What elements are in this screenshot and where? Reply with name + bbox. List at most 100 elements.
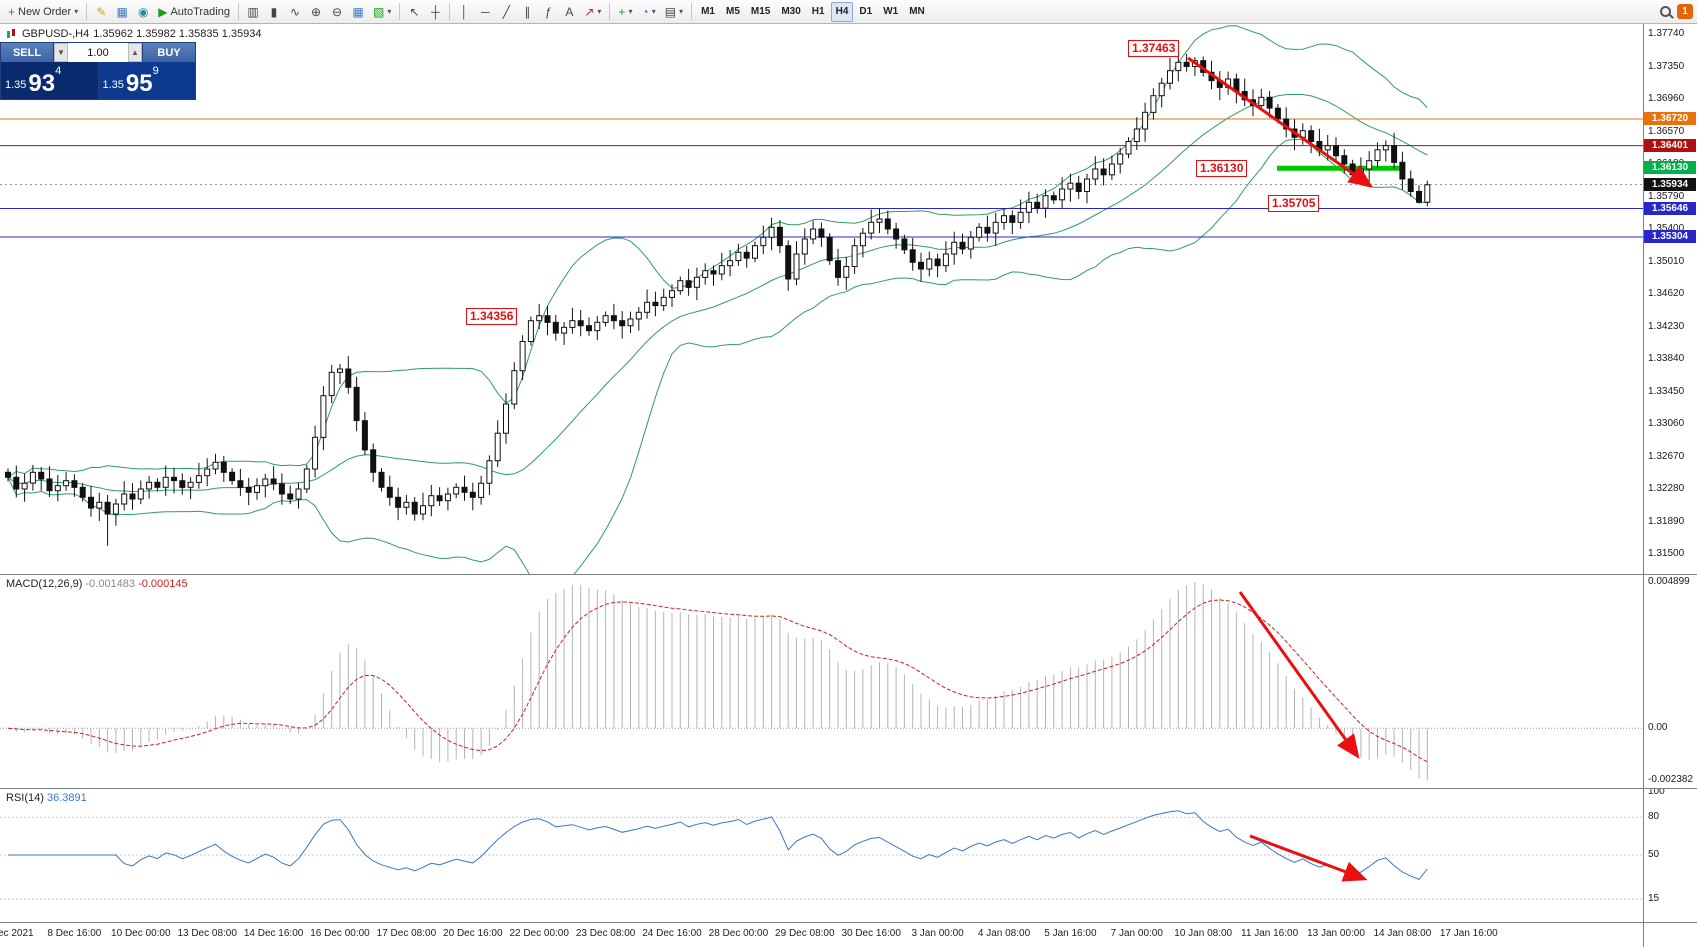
line-chart-type-button[interactable]: ∿ [285,2,305,22]
timeframe-mn-button[interactable]: MN [909,6,925,17]
time-axis-label: 11 Jan 16:00 [1241,928,1299,939]
pane-resize-divider[interactable] [0,788,1697,789]
buy-button[interactable]: BUY [143,43,195,62]
trendline-button[interactable]: ╱ [496,2,516,22]
autotrading-icon: ▶ [158,4,168,19]
time-axis-label: 16 Dec 00:00 [310,928,370,939]
time-axis-label: 10 Dec 00:00 [111,928,171,939]
timeframe-m15-button[interactable]: M15 [750,6,771,17]
chart-window: GBPUSD-,H4 1.35962 1.35982 1.35835 1.359… [0,24,1697,947]
search-icon[interactable] [1660,6,1671,17]
rsi-axis-label: 80 [1648,811,1660,823]
price-axis-label: 1.33450 [1648,385,1685,397]
price-annotation[interactable]: 1.35705 [1268,195,1320,212]
candlestick-icon: ▮ [270,4,278,19]
time-axis-label: 4 Jan 08:00 [977,928,1031,939]
crosshair-button[interactable]: ┼ [425,2,445,22]
sell-price-sup: 4 [55,65,62,77]
time-axis-label: 30 Dec 16:00 [841,928,901,939]
time-axis-label: 14 Jan 08:00 [1373,928,1432,939]
bar-chart-type-button[interactable]: ▥ [243,2,263,22]
rsi-pane: RSI(14) 36.3891 100 80 50 15 [0,788,1697,922]
toolbar-separator [691,3,693,20]
indicators-button[interactable]: + ▾ [614,2,636,22]
crosshair-icon: ┼ [431,4,440,19]
time-axis-label: 22 Dec 00:00 [509,928,569,939]
buy-price-display[interactable]: 1.35 95 9 [97,62,195,99]
market-icon: ▦ [116,4,128,19]
autotrading-button[interactable]: ▶ AutoTrading [154,2,234,22]
metaeditor-button[interactable]: ✎ [91,2,111,22]
tile-windows-icon: ▦ [352,4,364,19]
main-chart-svg[interactable] [0,24,1643,574]
macd-axis-label: 0.004899 [1648,576,1690,587]
periods-button[interactable]: ◔ ▾ [637,2,659,22]
pane-resize-divider[interactable] [0,574,1697,575]
price-badge: 1.36130 [1644,161,1696,175]
timeframe-w1-button[interactable]: W1 [883,6,899,17]
time-axis-label: 24 Dec 16:00 [642,928,702,939]
timeframe-m1-button[interactable]: M1 [701,6,715,17]
price-annotation[interactable]: 1.36130 [1196,160,1248,177]
timeframe-m5-button[interactable]: M5 [725,6,740,17]
channel-button[interactable]: ∥ [517,2,537,22]
new-chart-button[interactable]: ▧ ▾ [369,2,395,22]
candlestick-type-button[interactable]: ▮ [264,2,284,22]
tile-windows-button[interactable]: ▦ [348,2,368,22]
macd-signal-value: -0.000145 [138,578,188,590]
metaeditor-icon: ✎ [96,4,107,19]
sell-price-big: 93 [28,70,56,97]
notification-badge[interactable]: 1 [1677,4,1693,19]
volume-input[interactable]: 1.00 [87,46,109,59]
price-annotation[interactable]: 1.37463 [1128,40,1180,57]
chart-ohlc-values: 1.35962 1.35982 1.35835 1.35934 [93,28,262,40]
sell-price-display[interactable]: 1.35 93 4 [1,62,98,99]
time-axis-label: 13 Jan 00:00 [1307,928,1365,939]
timeframe-d1-button[interactable]: D1 [859,6,873,17]
market-button[interactable]: ▦ [112,2,132,22]
rsi-axis-label: 15 [1648,893,1660,905]
timeframe-h4-button[interactable]: H4 [830,1,854,22]
price-badge: 1.35934 [1644,177,1696,191]
timeframe-m30-button[interactable]: M30 [781,6,801,17]
zoom-in-button[interactable]: ⊕ [306,2,326,22]
rsi-chart-svg[interactable] [0,788,1643,922]
price-badge: 1.35304 [1644,230,1696,243]
text-tool-icon: A [565,4,574,19]
macd-axis-label: 0.00 [1648,722,1668,734]
arrows-tool-button[interactable]: ↗ ▾ [580,2,605,22]
trendline-icon: ╱ [502,4,510,19]
text-tool-button[interactable]: A [559,2,579,22]
time-axis[interactable]: 8 Dec 2021 8 Dec 16:00 10 Dec 00:00 13 Dec … [0,922,1697,947]
cursor-button[interactable]: ↖ [404,2,424,22]
time-axis-label: 7 Jan 00:00 [1110,928,1163,939]
time-axis-divider [0,922,1697,923]
macd-chart-svg[interactable] [0,574,1643,788]
volume-increase-button[interactable]: ▲ [128,43,142,62]
new-order-button[interactable]: + New Order ▾ [4,2,82,22]
templates-button[interactable]: ▤ ▾ [661,2,687,22]
fibonacci-button[interactable]: ƒ [538,2,558,22]
price-annotation[interactable]: 1.34356 [466,308,518,325]
toolbar-separator [609,3,611,20]
zoom-in-icon: ⊕ [310,4,322,19]
zoom-out-icon: ⊖ [331,4,343,19]
new-order-icon: + [8,4,16,19]
volume-decrease-button[interactable]: ▼ [54,43,68,62]
time-axis-label: 23 Dec 08:00 [575,928,636,939]
community-icon: ◉ [137,4,149,19]
axis-border [1643,24,1644,947]
price-axis-label: 1.34620 [1648,288,1685,299]
vertical-line-button[interactable]: │ [454,2,474,22]
timeframe-h1-button[interactable]: H1 [811,6,825,17]
community-button[interactable]: ◉ [133,2,153,22]
chevron-down-icon: ▾ [651,7,656,16]
horizontal-line-button[interactable]: ─ [475,2,495,22]
buy-price-sup: 9 [152,65,159,77]
toolbar-separator [86,3,88,20]
zoom-out-button[interactable]: ⊖ [327,2,347,22]
price-axis-label: 1.32670 [1648,450,1685,462]
sell-button[interactable]: SELL [1,43,53,62]
price-axis-label: 1.36960 [1648,93,1685,104]
price-badge: 1.35646 [1644,201,1696,215]
